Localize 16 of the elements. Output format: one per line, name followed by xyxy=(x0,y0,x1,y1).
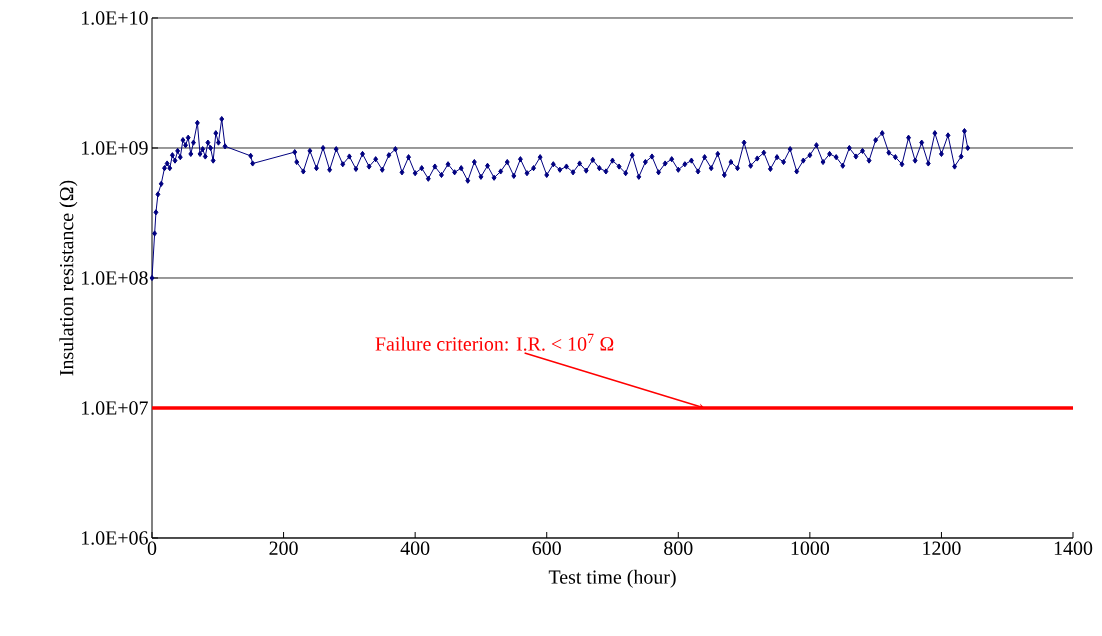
y-axis-title: Insulation resistance (Ω) xyxy=(59,180,78,376)
y-tick-label: 1.0E+09 xyxy=(81,141,148,155)
x-tick-label: 800 xyxy=(664,541,693,555)
x-tick-label: 600 xyxy=(532,541,561,555)
annotation: Failure criterion: I.R. < 10$^{7}$ Ω xyxy=(375,333,614,351)
x-axis-title: Test time (hour) xyxy=(548,569,676,588)
x-tick-label: 0 xyxy=(147,541,157,555)
y-tick-label: 1.0E+06 xyxy=(81,531,148,545)
y-tick-label: 1.0E+08 xyxy=(81,271,148,285)
x-tick-label: 1200 xyxy=(923,541,961,555)
x-tick-label: 400 xyxy=(400,541,430,555)
x-tick-label: 1000 xyxy=(791,541,830,555)
y-tick-label: 1.0E+07 xyxy=(81,401,148,415)
x-tick-label: 1400 xyxy=(1054,541,1093,555)
x-tick-label: 200 xyxy=(269,541,298,555)
y-tick-label: 1.0E+10 xyxy=(81,11,148,25)
